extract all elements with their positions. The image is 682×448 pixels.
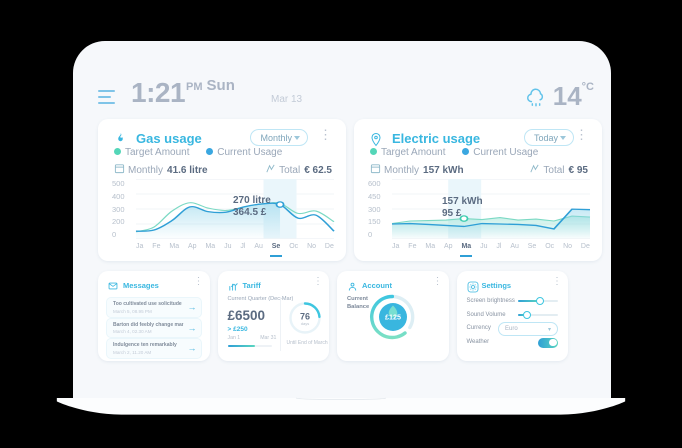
svg-text:76: 76 (299, 312, 309, 322)
svg-text:£125: £125 (385, 313, 401, 322)
svg-text:days: days (300, 321, 308, 326)
